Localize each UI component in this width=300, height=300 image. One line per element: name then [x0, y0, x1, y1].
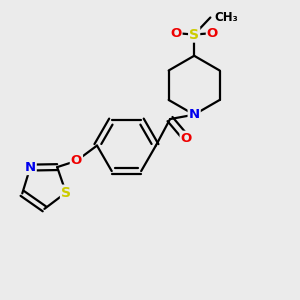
Text: O: O — [181, 132, 192, 145]
Text: O: O — [207, 27, 218, 40]
Text: O: O — [170, 27, 182, 40]
Text: N: N — [25, 161, 36, 174]
Text: S: S — [61, 186, 71, 200]
Text: CH₃: CH₃ — [214, 11, 238, 24]
Text: N: N — [189, 108, 200, 121]
Text: O: O — [71, 154, 82, 167]
Text: S: S — [189, 28, 199, 42]
